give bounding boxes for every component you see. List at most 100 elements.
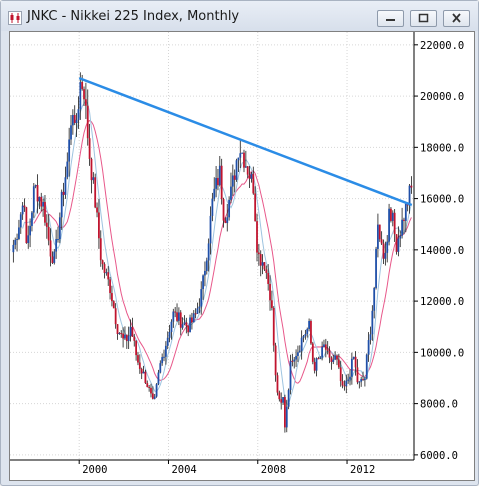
candle-body — [99, 238, 102, 261]
candle-body — [369, 334, 372, 341]
candle-body — [263, 262, 266, 270]
time-axis-labels: 2000 2004 2008 2012 — [82, 464, 375, 476]
candle-body — [390, 208, 392, 221]
maximize-button[interactable] — [410, 10, 437, 27]
candle-body — [278, 392, 281, 400]
candle-body — [86, 105, 89, 139]
candle-body — [42, 201, 45, 207]
candle-body — [321, 346, 324, 358]
candle-body — [120, 333, 123, 335]
candle-body — [291, 360, 294, 362]
candle-body — [60, 191, 63, 218]
candle-body — [334, 355, 337, 360]
candle-body — [367, 340, 370, 355]
candle-body — [181, 324, 184, 328]
candle-body — [81, 82, 84, 90]
candle-body — [153, 396, 156, 399]
candle-body — [213, 188, 216, 199]
candle-body — [32, 186, 35, 213]
candle-body — [304, 334, 307, 337]
candle-body — [265, 269, 268, 273]
candle-body — [172, 311, 175, 322]
candle-body — [274, 345, 277, 376]
title-bar[interactable]: JNKC - Nikkei 225 Index, Monthly — [1, 1, 478, 31]
candle-body — [111, 293, 113, 302]
candle-body — [75, 119, 78, 124]
candle-body — [315, 358, 318, 371]
candle-body — [16, 239, 18, 241]
candle-body — [205, 260, 208, 271]
candle-body — [192, 313, 195, 323]
candle-body — [347, 379, 350, 381]
candle-body — [183, 322, 186, 325]
candle-body — [25, 207, 28, 244]
candle-body — [53, 251, 56, 263]
candle-body — [352, 356, 355, 359]
price-chart[interactable]: 6000.0 8000.0 10000.0 12000.0 14000.0 16000.0… — [10, 32, 474, 480]
candle-body — [187, 325, 190, 333]
candle-body — [308, 321, 310, 330]
candle-body — [237, 157, 240, 161]
candle-body — [375, 248, 377, 288]
price-tick-label: 10000.0 — [420, 347, 464, 359]
candle-body — [27, 235, 30, 244]
price-tick-label: 14000.0 — [420, 245, 464, 257]
candle-body — [218, 165, 221, 186]
candle-body — [408, 185, 411, 206]
candle-body — [90, 158, 93, 181]
resistance-trendline[interactable] — [78, 76, 413, 207]
candle-body — [233, 175, 236, 180]
candle-body — [185, 322, 188, 326]
candle-body — [377, 224, 379, 249]
candle-body — [34, 185, 37, 187]
candle-body — [131, 326, 134, 337]
candle-body — [267, 272, 270, 284]
candle-body — [209, 215, 212, 244]
candle-body — [295, 355, 297, 360]
candle-body — [198, 306, 201, 309]
window-title: JNKC - Nikkei 225 Index, Monthly — [27, 9, 240, 24]
candle-body — [350, 358, 353, 377]
time-tick-label: 2004 — [171, 464, 196, 476]
candle-body — [71, 115, 74, 126]
price-tick-label: 6000.0 — [420, 450, 458, 462]
candle-body — [191, 317, 193, 323]
close-icon — [452, 13, 461, 23]
candle-body — [57, 239, 59, 241]
price-tick-label: 22000.0 — [420, 40, 464, 52]
candle-body — [324, 344, 327, 350]
candle-body — [313, 361, 316, 371]
candle-body — [235, 160, 238, 180]
candle-body — [384, 252, 387, 259]
candle-body — [360, 379, 363, 382]
candle-body — [256, 221, 258, 253]
trendline[interactable] — [78, 76, 413, 207]
candle-body — [356, 367, 359, 383]
minimize-button[interactable] — [377, 10, 404, 27]
candle-body — [196, 308, 199, 314]
candle-body — [284, 397, 286, 428]
candle-body — [142, 371, 145, 374]
close-button[interactable] — [443, 10, 470, 27]
candle-body — [168, 332, 171, 338]
candles — [12, 72, 413, 433]
candle-body — [133, 336, 136, 341]
candle-body — [231, 175, 234, 187]
candle-body — [157, 372, 160, 385]
chart-area[interactable]: 6000.0 8000.0 10000.0 12000.0 14000.0 16000.0… — [9, 31, 475, 481]
candle-body — [226, 217, 229, 224]
candle-body — [92, 177, 95, 181]
candle-body — [36, 185, 39, 202]
candle-body — [94, 177, 97, 208]
candle-body — [373, 287, 376, 311]
price-tick-label: 12000.0 — [420, 296, 464, 308]
candle-body — [336, 355, 338, 360]
candle-body — [124, 334, 126, 339]
candle-body — [174, 311, 177, 313]
candle-body — [170, 321, 173, 333]
candle-body — [401, 219, 403, 236]
candle-body — [310, 321, 312, 344]
candle-body — [311, 343, 314, 362]
candle-body — [68, 139, 71, 162]
